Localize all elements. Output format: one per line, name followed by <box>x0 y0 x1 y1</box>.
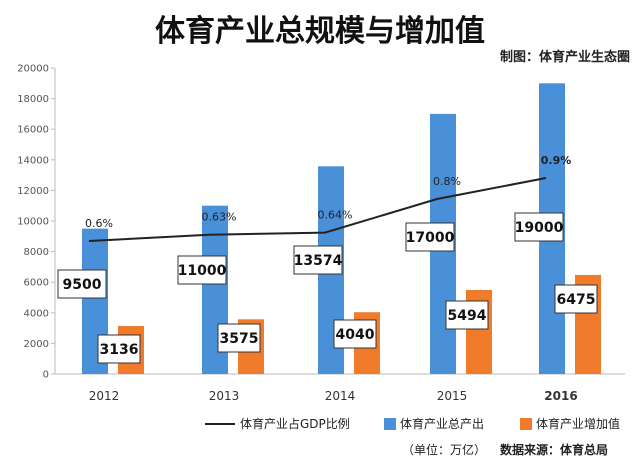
value-label-total-2013: 11000 <box>178 263 227 279</box>
y-tick-label: 14000 <box>17 155 49 166</box>
legend-swatch-total <box>384 418 396 430</box>
value-labels: 0.6% 0.63% 0.64% 0.8% 0.9% 9500 3136 11000 3575 1… <box>57 154 598 364</box>
chart-credit: 制图：体育产业生态圈 <box>499 50 630 65</box>
value-box-total-2016 <box>514 212 564 242</box>
legend-swatch-added <box>520 418 532 430</box>
value-box-total-2015 <box>405 222 455 252</box>
x-tick-label-2013: 2013 <box>209 389 240 403</box>
y-tick-label: 20000 <box>17 64 49 75</box>
y-tick-label: 10000 <box>17 217 49 228</box>
value-box-total-2013 <box>177 255 227 285</box>
legend-label-gdp-ratio: 体育产业占GDP比例 <box>240 416 350 431</box>
legend-label-added: 体育产业增加值 <box>536 416 620 431</box>
x-tick-label-2014: 2014 <box>325 389 356 403</box>
x-tick-label-2012: 2012 <box>89 389 120 403</box>
unit-note: （单位：万亿） <box>402 443 487 457</box>
value-label-added-2013: 3575 <box>220 331 259 347</box>
value-label-total-2014: 13574 <box>294 253 343 269</box>
chart-axes: 0 2000 4000 6000 8000 10000 12000 14000 16000 180… <box>17 64 625 403</box>
y-tick-label: 6000 <box>24 278 49 289</box>
y-tick-label: 4000 <box>24 308 49 319</box>
gdp-ratio-line <box>88 177 547 242</box>
gdp-ratio-label-2016: 0.9% <box>541 154 572 167</box>
value-label-total-2016: 19000 <box>515 220 564 236</box>
y-tick-label: 12000 <box>17 186 49 197</box>
y-tick-label: 18000 <box>17 94 49 105</box>
value-box-added-2014 <box>333 319 377 349</box>
value-label-added-2015: 5494 <box>448 308 487 324</box>
value-label-added-2012: 3136 <box>100 342 139 358</box>
value-box-total-2014 <box>293 245 343 275</box>
value-label-added-2014: 4040 <box>336 327 375 343</box>
value-box-added-2012 <box>97 334 141 364</box>
y-tick-label: 8000 <box>24 247 49 258</box>
value-label-total-2015: 17000 <box>406 230 455 246</box>
chart-title: 体育产业总规模与增加值 <box>155 14 485 49</box>
gdp-ratio-label-2014: 0.64% <box>318 209 353 222</box>
value-label-total-2012: 9500 <box>63 277 102 293</box>
x-tick-label-2016: 2016 <box>544 389 577 403</box>
y-tick-label: 16000 <box>17 125 49 136</box>
gdp-ratio-label-2012: 0.6% <box>85 217 113 230</box>
value-box-added-2015 <box>445 300 489 330</box>
gdp-ratio-label-2015: 0.8% <box>433 175 461 188</box>
value-box-added-2013 <box>217 323 261 353</box>
value-box-added-2016 <box>554 284 598 314</box>
legend-label-total: 体育产业总产出 <box>400 416 484 431</box>
value-box-total-2012 <box>57 269 107 299</box>
legend: 体育产业占GDP比例 体育产业总产出 体育产业增加值 <box>205 416 620 431</box>
y-tick-label: 0 <box>43 370 49 381</box>
value-label-added-2016: 6475 <box>557 292 596 308</box>
source-note: 数据来源：体育总局 <box>500 443 609 457</box>
y-tick-label: 2000 <box>24 339 49 350</box>
gdp-ratio-label-2013: 0.63% <box>202 211 237 224</box>
x-tick-label-2015: 2015 <box>437 389 468 403</box>
gdp-ratio-line-layer <box>88 177 547 242</box>
